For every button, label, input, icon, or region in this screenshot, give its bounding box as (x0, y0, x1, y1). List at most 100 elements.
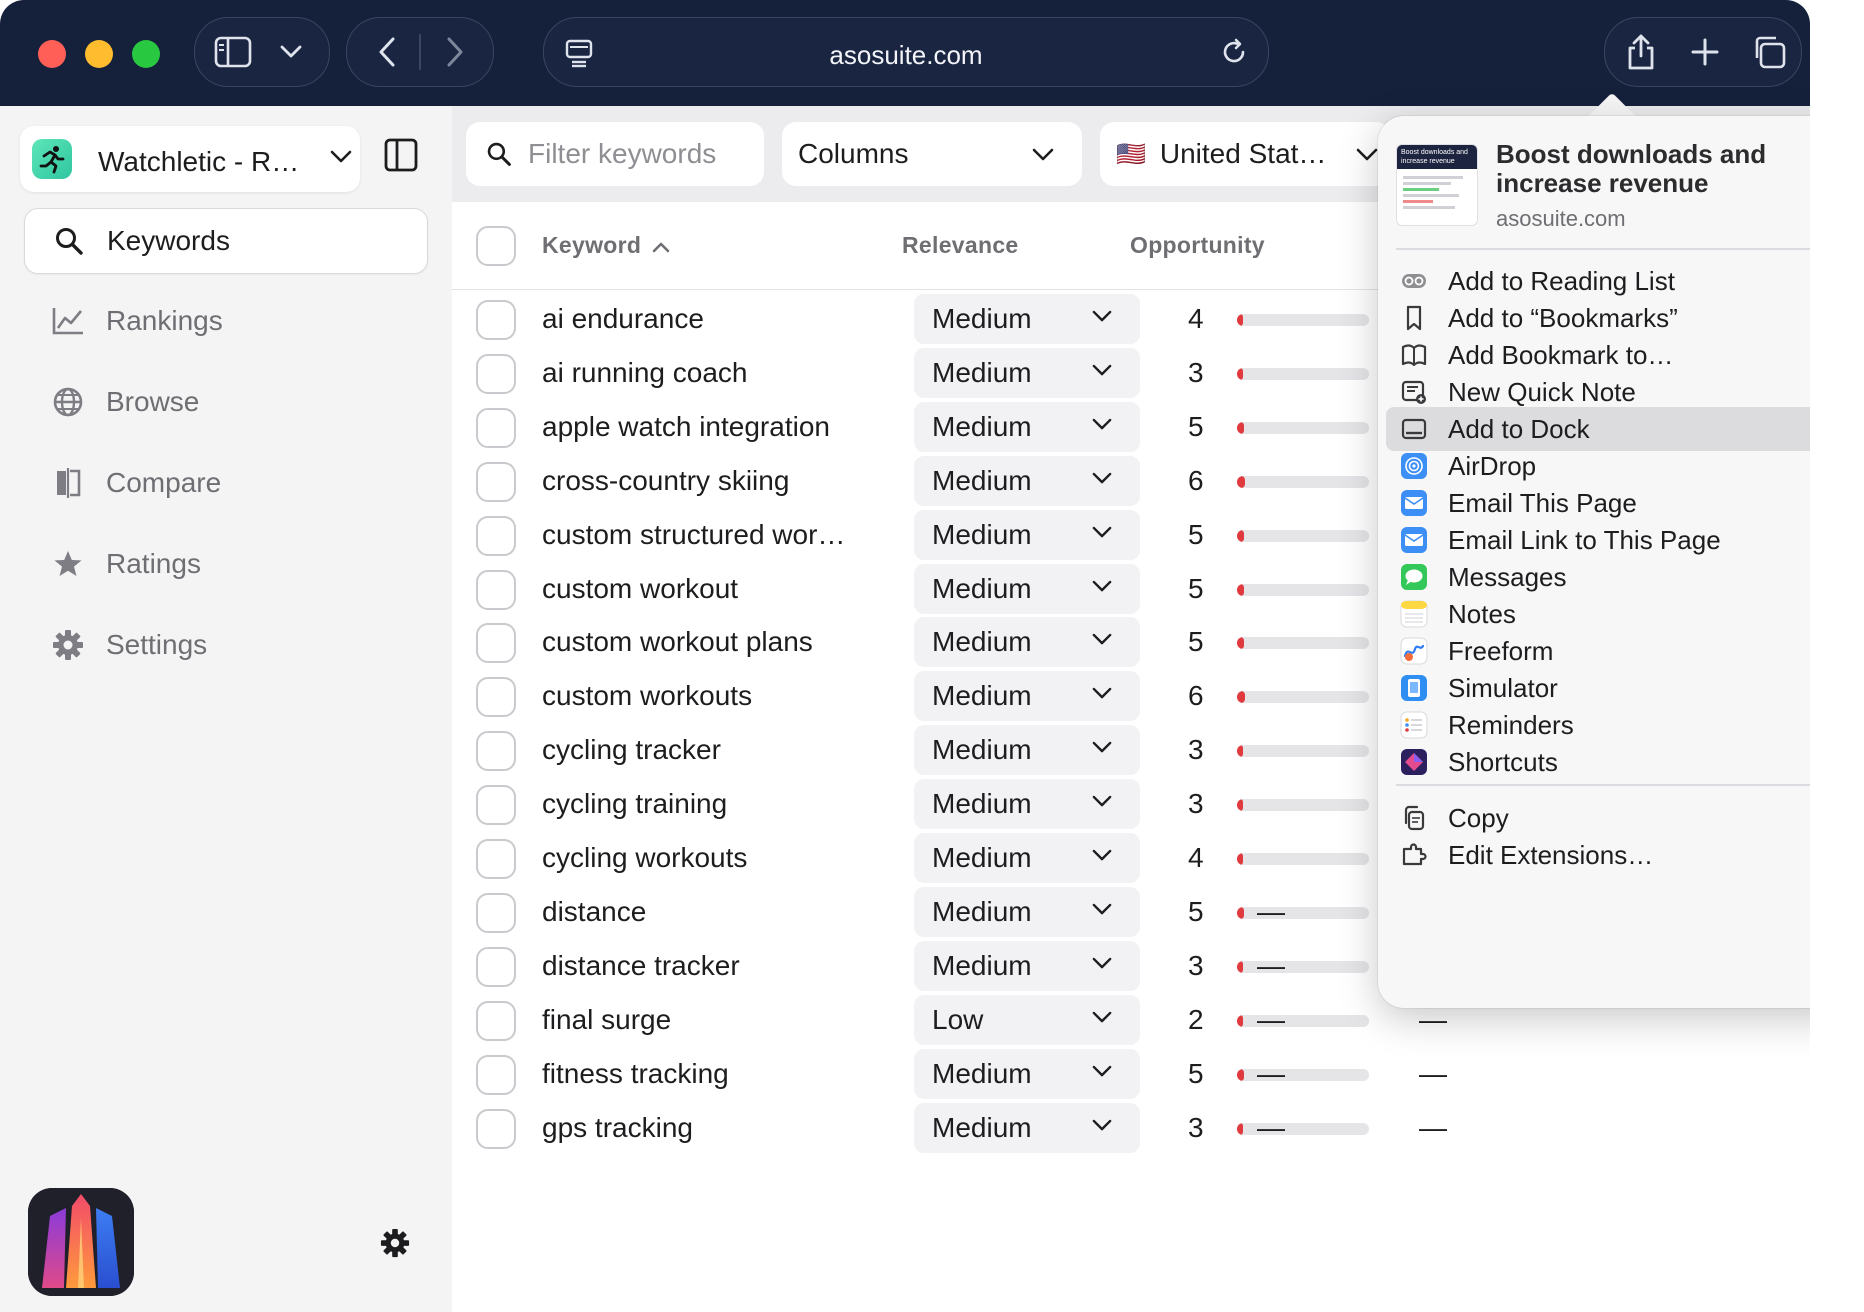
settings-gear-icon[interactable] (380, 1228, 410, 1263)
columns-dropdown[interactable]: Columns (782, 122, 1082, 186)
relevance-select[interactable]: Medium (914, 671, 1140, 722)
relevance-select[interactable]: Medium (914, 1102, 1140, 1153)
row-checkbox[interactable] (476, 839, 516, 879)
sidebar-item-label: Settings (106, 629, 208, 660)
sort-ascending-icon[interactable] (652, 240, 670, 258)
menu-item-add-to-dock[interactable]: Add to Dock (1386, 407, 1810, 451)
sidebar-item-ratings[interactable]: Ratings (24, 531, 428, 597)
close-window-button[interactable] (38, 40, 66, 68)
relevance-select[interactable]: Medium (914, 886, 1140, 937)
zoom-window-button[interactable] (132, 40, 160, 68)
table-row[interactable]: apple watch integration Medium 5 (452, 396, 1810, 461)
share-icon[interactable] (1621, 30, 1661, 74)
menu-item-airdrop[interactable]: AirDrop (1386, 444, 1810, 488)
table-row[interactable]: cycling training Medium 3 (452, 773, 1810, 838)
row-checkbox[interactable] (476, 461, 516, 502)
relevance-select[interactable]: Medium (914, 940, 1140, 991)
relevance-select[interactable]: Medium (914, 294, 1140, 344)
table-row[interactable]: fitness tracking Medium 5 — — (452, 1043, 1810, 1108)
relevance-select[interactable]: Medium (914, 617, 1140, 668)
row-checkbox[interactable] (476, 785, 516, 826)
row-checkbox[interactable] (476, 569, 516, 610)
row-checkbox[interactable] (476, 300, 516, 340)
table-row[interactable]: cycling workouts Medium 4 (452, 827, 1810, 892)
relevance-select[interactable]: Medium (914, 401, 1140, 452)
sidebar-collapse-icon[interactable] (384, 138, 418, 177)
relevance-select[interactable]: Medium (914, 347, 1140, 398)
column-4-value: — (1257, 949, 1285, 981)
sidebar-toggle-icon[interactable] (213, 34, 253, 70)
page-settings-icon[interactable] (562, 36, 596, 70)
back-icon[interactable] (369, 34, 405, 70)
row-checkbox[interactable] (476, 1000, 516, 1041)
row-checkbox[interactable] (476, 677, 516, 718)
row-checkbox[interactable] (476, 731, 516, 772)
menu-item-email-this-page[interactable]: Email This Page (1386, 481, 1810, 525)
relevance-select[interactable]: Medium (914, 455, 1140, 506)
table-row[interactable]: ai endurance Medium 4 (452, 288, 1810, 353)
table-row[interactable]: custom workouts Medium 6 (452, 665, 1810, 730)
relevance-select[interactable]: Medium (914, 779, 1140, 830)
relevance-value: Medium (932, 1111, 1032, 1143)
menu-item-add-to-bookmarks[interactable]: Add to “Bookmarks” (1386, 296, 1810, 340)
menu-item-reminders[interactable]: Reminders (1386, 703, 1810, 747)
select-all-checkbox[interactable] (476, 226, 516, 266)
relevance-select[interactable]: Low (914, 994, 1140, 1045)
relevance-select[interactable]: Medium (914, 833, 1140, 883)
reload-icon[interactable] (1216, 34, 1252, 70)
relevance-select[interactable]: Medium (914, 1048, 1140, 1099)
row-checkbox[interactable] (476, 353, 516, 394)
minimize-window-button[interactable] (85, 40, 113, 68)
row-checkbox[interactable] (476, 515, 516, 556)
forward-icon[interactable] (437, 34, 473, 70)
menu-item-copy[interactable]: Copy (1386, 796, 1810, 840)
menu-item-add-to-reading-list[interactable]: Add to Reading List (1386, 259, 1810, 303)
row-checkbox[interactable] (476, 1108, 516, 1149)
row-checkbox[interactable] (476, 946, 516, 987)
sidebar-item-browse[interactable]: Browse (24, 369, 428, 435)
relevance-column-header[interactable]: Relevance (902, 232, 1019, 258)
sidebar-item-rankings[interactable]: Rankings (24, 288, 428, 354)
menu-item-add-bookmark-to[interactable]: Add Bookmark to… (1386, 333, 1810, 377)
table-row[interactable]: gps tracking Medium 3 — — (452, 1097, 1810, 1162)
sidebar-item-keywords[interactable]: Keywords (24, 208, 428, 274)
row-checkbox[interactable] (476, 892, 516, 933)
menu-item-notes[interactable]: Notes (1386, 592, 1810, 636)
table-row[interactable]: final surge Low 2 — — (452, 989, 1810, 1054)
sidebar-item-settings[interactable]: Settings (24, 612, 428, 678)
country-dropdown[interactable]: 🇺🇸 United Stat… (1100, 122, 1390, 186)
menu-item-label: Edit Extensions… (1448, 839, 1654, 870)
table-row[interactable]: cross-country skiing Medium 6 (452, 450, 1810, 515)
app-switcher[interactable]: Watchletic - R… (20, 126, 360, 192)
table-row[interactable]: cycling tracker Medium 3 (452, 719, 1810, 784)
keyword-column-header[interactable]: Keyword (542, 232, 642, 258)
table-row[interactable]: custom structured wor… Medium 5 (452, 504, 1810, 569)
filter-keywords-field[interactable] (466, 122, 764, 186)
new-tab-icon[interactable] (1687, 34, 1723, 70)
relevance-select[interactable]: Medium (914, 725, 1140, 776)
menu-item-edit-extensions[interactable]: Edit Extensions… (1386, 833, 1810, 877)
menu-item-new-quick-note[interactable]: New Quick Note (1386, 370, 1810, 414)
table-row[interactable]: distance tracker Medium 3 — — (452, 935, 1810, 1000)
tab-overview-icon[interactable] (1749, 32, 1789, 72)
relevance-select[interactable]: Medium (914, 509, 1140, 560)
table-row[interactable]: ai running coach Medium 3 (452, 342, 1810, 407)
address-bar[interactable]: asosuite.com (543, 17, 1269, 87)
table-row[interactable]: distance Medium 5 — — (452, 881, 1810, 946)
menu-item-messages[interactable]: Messages (1386, 555, 1810, 599)
menu-item-simulator[interactable]: Simulator (1386, 666, 1810, 710)
filter-keywords-input[interactable] (528, 138, 728, 170)
table-row[interactable]: custom workout plans Medium 5 (452, 611, 1810, 676)
row-checkbox[interactable] (476, 407, 516, 448)
row-checkbox[interactable] (476, 1054, 516, 1095)
opportunity-column-header[interactable]: Opportunity (1130, 232, 1265, 258)
chevron-down-icon (1092, 903, 1112, 921)
table-row[interactable]: custom workout Medium 5 (452, 558, 1810, 623)
menu-item-email-link-to-this-page[interactable]: Email Link to This Page (1386, 518, 1810, 562)
chevron-down-icon[interactable] (277, 38, 305, 66)
relevance-select[interactable]: Medium (914, 563, 1140, 614)
menu-item-shortcuts[interactable]: Shortcuts (1386, 740, 1810, 784)
row-checkbox[interactable] (476, 623, 516, 664)
menu-item-freeform[interactable]: Freeform (1386, 629, 1810, 673)
sidebar-item-compare[interactable]: Compare (24, 450, 428, 516)
